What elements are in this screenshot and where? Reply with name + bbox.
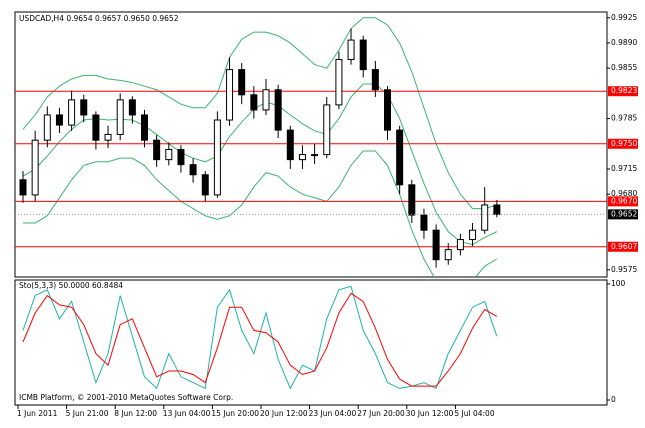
candle-body: [456, 239, 464, 251]
candle-body: [323, 104, 331, 156]
candle-body: [80, 99, 88, 116]
candle-body: [68, 99, 76, 126]
candle-body: [347, 39, 355, 61]
candle-body: [43, 114, 51, 141]
stochastic-line: [22, 285, 498, 390]
level-box: [608, 138, 638, 149]
x-tick-label: 5 Jun 21:00: [66, 409, 109, 418]
candle-body: [177, 149, 185, 166]
level-box: [608, 241, 638, 252]
level-label: 0.9750: [611, 139, 637, 148]
y-tick-label: 0.9575: [611, 265, 637, 274]
candle-body: [493, 204, 501, 215]
x-tick-label: 1 Jun 2011: [17, 409, 58, 418]
candle-body: [189, 164, 197, 176]
candle-body: [274, 89, 282, 131]
candle-body: [153, 139, 161, 161]
copyright: ICMB Platform, © 2001-2010 MetaQuotes So…: [19, 393, 233, 402]
candle-body: [226, 69, 234, 121]
y-tick-label: 0.9715: [611, 164, 637, 173]
x-tick-label: 30 Jun 12:00: [406, 409, 454, 418]
y-tick-label: 0.9890: [611, 38, 637, 47]
y-tick-label: 0: [611, 395, 616, 404]
last-price-label: 0.9652: [611, 209, 637, 218]
oscillator-panel: [14, 279, 608, 406]
y-tick-label: 0.9925: [611, 13, 637, 22]
main-plot: [15, 17, 607, 277]
candle-body: [469, 229, 477, 241]
candle-body: [359, 39, 367, 71]
candle-body: [481, 204, 489, 231]
x-tick-label: 5 Jul 04:00: [454, 409, 494, 418]
level-box: [608, 196, 638, 207]
candle-body: [298, 154, 306, 161]
candle-body: [104, 133, 112, 141]
candle-body: [432, 229, 440, 261]
candle-body: [384, 89, 391, 131]
candle-body: [55, 114, 63, 126]
stochastic-line: [22, 292, 498, 387]
candle-body: [31, 139, 39, 196]
candle-body: [250, 94, 258, 111]
y-tick-label: 100: [611, 279, 626, 288]
x-tick-label: 20 Jun 12:00: [260, 409, 308, 418]
candle-body: [141, 114, 148, 141]
bollinger-upper: [22, 17, 497, 210]
y-tick-label: 0.9680: [611, 189, 637, 198]
y-tick-label: 0.9855: [611, 63, 637, 72]
candle-body: [238, 69, 246, 96]
candle-body: [396, 129, 404, 186]
candle-body: [213, 119, 221, 196]
level-label: 0.9823: [611, 86, 637, 95]
candle-body: [286, 129, 294, 161]
candle-body: [116, 99, 124, 135]
candle-body: [19, 179, 27, 196]
candle-body: [444, 249, 452, 261]
level-box: [608, 86, 638, 97]
level-label: 0.9607: [611, 242, 637, 251]
x-tick-label: 8 Jun 12:00: [114, 409, 157, 418]
candle-body: [311, 154, 319, 157]
last-price-box: [608, 209, 638, 220]
x-tick-label: 13 Jun 04:00: [163, 409, 211, 418]
oscillator-plot: [22, 285, 498, 390]
candle-body: [408, 184, 416, 216]
bollinger-lower: [23, 150, 498, 277]
main-panel: [14, 11, 608, 278]
candle-body: [128, 99, 136, 116]
x-tick-label: 15 Jun 20:00: [211, 409, 259, 418]
candle-body: [92, 114, 100, 141]
indicator-title: Sto(5,3,3) 50.0000 60.8484: [19, 281, 123, 290]
candle-body: [371, 69, 379, 91]
candle-body: [201, 174, 209, 196]
candle-body: [420, 214, 428, 231]
candle-body: [335, 59, 343, 106]
candle-body: [165, 149, 173, 161]
y-tick-label: 0.9785: [611, 114, 637, 123]
candle-body: [262, 89, 270, 111]
chart-title: USDCAD,H4 0.9654 0.9657 0.9650 0.9652: [19, 14, 179, 23]
x-tick-label: 27 Jun 20:00: [357, 409, 405, 418]
bollinger-middle: [22, 83, 498, 246]
x-tick-label: 23 Jun 04:00: [309, 409, 357, 418]
level-label: 0.9670: [611, 196, 637, 205]
